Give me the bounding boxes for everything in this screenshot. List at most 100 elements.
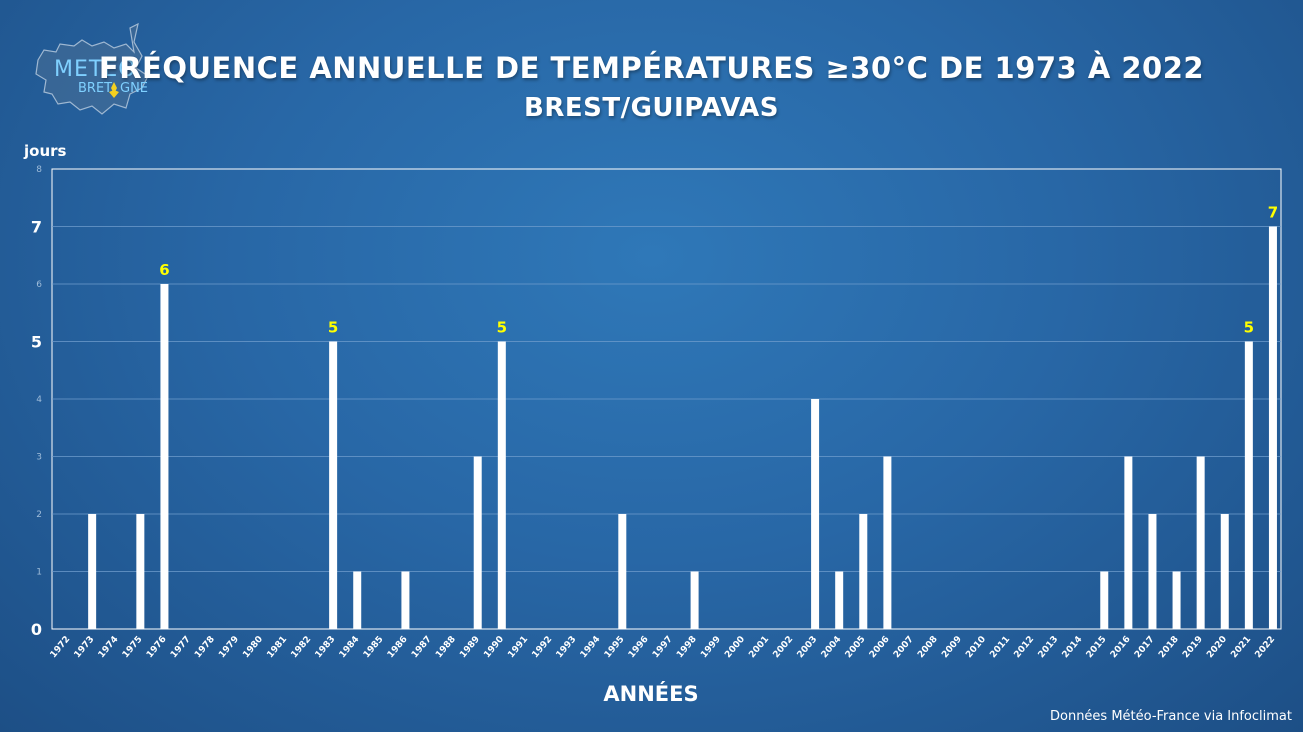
bar-2022 [1268,226,1277,629]
x-tick-label: 1994 [579,635,603,661]
y-tick-label: 0 [31,620,42,639]
x-tick-label: 1983 [314,635,338,661]
ermine-icon [109,82,119,98]
x-tick-label: 1978 [193,635,217,661]
x-tick-label: 2009 [940,635,964,661]
x-tick-label: 1981 [265,635,289,661]
data-label-2021: 5 [1244,319,1254,337]
x-tick-label: 2002 [772,635,796,661]
x-tick-label: 1991 [506,635,530,661]
x-tick-label: 2010 [964,635,988,661]
x-tick-label: 2013 [1037,635,1061,661]
bar-1973 [88,514,97,629]
x-tick-label: 1992 [531,635,555,661]
data-source-credit: Données Météo-France via Infoclimat [1049,709,1292,724]
bar-1983 [329,341,338,629]
y-tick-label: 5 [31,333,42,352]
x-tick-label: 1977 [169,635,193,661]
x-axis-ticks: 1972 1973 1974 1975 1976 1977 1978 1979 1980 1981… [49,635,1278,661]
brittany-map-icon [35,22,149,115]
x-axis-label: ANNÉES [603,681,698,706]
chart-title: FRÉQUENCE ANNUELLE DE TEMPÉRATURES ≥30°C… [98,51,1205,85]
x-tick-label: 1986 [386,635,410,661]
bar-1998 [690,571,699,629]
x-tick-label: 1976 [145,635,169,661]
x-tick-label: 2001 [747,635,771,661]
bar-1986 [401,571,410,629]
x-tick-label: 2007 [892,635,916,661]
x-tick-label: 2004 [820,635,844,661]
x-tick-label: 2012 [1012,635,1036,661]
x-tick-label: 1989 [458,635,482,661]
y-tick-label: 4 [36,395,42,405]
x-tick-label: 2014 [1061,635,1085,661]
x-tick-label: 1984 [338,635,362,661]
x-tick-label: 1997 [651,635,675,661]
x-tick-label: 2019 [1181,635,1205,661]
x-tick-label: 1982 [290,635,314,661]
bar-2018 [1172,571,1181,629]
data-label-1976: 6 [159,261,169,279]
y-axis-label: jours [23,142,67,160]
x-tick-label: 1975 [121,635,145,661]
x-tick-label: 2008 [916,635,940,661]
data-label-1983: 5 [328,319,338,337]
bar-2005 [859,514,868,629]
x-tick-label: 1990 [482,635,506,661]
gridlines [52,226,1281,572]
bar-1995 [618,514,627,629]
logo-text-line2a: BRET [78,81,112,96]
data-label-1990: 5 [497,319,507,337]
x-tick-label: 2015 [1085,635,1109,661]
bar-1990 [497,341,506,629]
bar-2004 [835,571,844,629]
x-tick-label: 1995 [603,635,627,661]
x-tick-label: 2020 [1205,635,1229,661]
x-tick-label: 2016 [1109,635,1133,661]
x-tick-label: 1998 [675,635,699,661]
bar-2019 [1196,456,1205,629]
y-axis-ticks: 0 1 2 3 4 5 6 7 8 [31,165,42,639]
bar-2016 [1124,456,1133,629]
x-tick-label: 1985 [362,635,386,661]
x-tick-label: 1996 [627,635,651,661]
chart-subtitle: BREST/GUIPAVAS [524,93,779,123]
x-tick-label: 1987 [410,635,434,661]
x-tick-label: 1993 [555,635,579,661]
x-tick-label: 1999 [699,635,723,661]
data-label-2022: 7 [1268,204,1278,222]
x-tick-label: 1980 [241,635,265,661]
bar-1984 [353,571,362,629]
y-tick-label: 1 [36,568,42,578]
x-tick-label: 2011 [988,635,1012,661]
y-tick-label: 7 [31,218,42,237]
x-tick-label: 2022 [1253,635,1277,661]
x-tick-label: 1973 [73,635,97,661]
bar-1976 [160,284,169,629]
x-tick-label: 2003 [796,635,820,661]
bar-2020 [1220,514,1229,629]
y-tick-label: 3 [36,453,42,463]
x-tick-label: 2018 [1157,635,1181,661]
x-tick-label: 2006 [868,635,892,661]
x-tick-label: 1979 [217,635,241,661]
y-tick-label: 2 [36,510,42,520]
bar-1989 [473,456,482,629]
y-tick-label: 6 [36,280,42,290]
data-labels: 6 5 5 5 7 [159,204,1278,337]
x-tick-label: 2021 [1229,635,1253,661]
x-tick-label: 2017 [1133,635,1157,661]
bar-2021 [1244,341,1253,629]
x-tick-label: 1974 [97,635,121,661]
x-tick-label: 1988 [434,635,458,661]
bars [88,226,1277,629]
brittany-map-logo: METEO BRET GNE [35,22,149,115]
x-tick-label: 2000 [723,635,747,661]
x-tick-label: 1972 [49,635,73,661]
bar-2003 [811,399,820,629]
x-tick-label: 2005 [844,635,868,661]
bar-1975 [136,514,145,629]
bar-2015 [1100,571,1109,629]
bar-2006 [883,456,892,629]
